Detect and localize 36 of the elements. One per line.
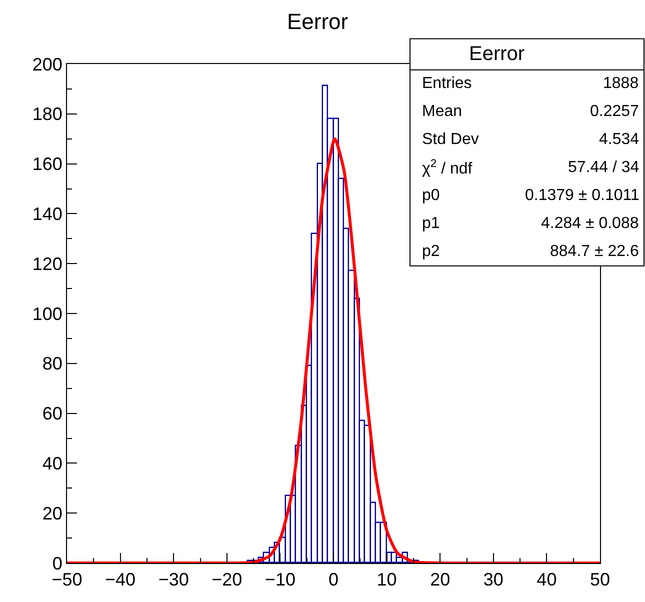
annotation: p1: [422, 215, 440, 232]
y-tick-label: 80: [42, 354, 62, 374]
annotation: 4.534: [599, 131, 640, 148]
y-tick-label: 20: [42, 503, 62, 524]
y-tick-label: 140: [32, 204, 62, 224]
annotation: p2: [422, 243, 440, 260]
x-tick-label: 20: [430, 570, 450, 590]
x-tick-label: −30: [158, 570, 189, 590]
x-tick-label: −40: [105, 570, 136, 590]
annotation: χ$^{2}$ / ndf: [422, 158, 473, 178]
annotation: 0.1379 ± 0.1011: [525, 187, 640, 204]
y-tick-label: 160: [32, 154, 62, 174]
x-tick-label: 40: [536, 570, 557, 590]
annotation: 0.2257: [590, 103, 640, 120]
chart-title: Eerror: [287, 9, 348, 34]
annotation: 884.7 ± 22.6: [550, 243, 639, 260]
x-tick-label: 50: [590, 570, 610, 590]
annotation: Entries: [422, 75, 472, 92]
annotation: 57.44 / 34: [568, 159, 640, 176]
x-tick-label: −10: [264, 570, 296, 590]
y-tick-label: 180: [32, 104, 62, 124]
x-tick-label: −20: [212, 570, 242, 590]
text: 1888: [603, 75, 639, 92]
y-tick-label: 100: [32, 304, 62, 324]
x-tick-label: 0: [328, 570, 339, 590]
x-tick-label: 10: [376, 570, 397, 590]
annotation: Std Dev: [422, 131, 479, 148]
annotation: p0: [422, 187, 440, 204]
y-tick-label: 200: [32, 54, 62, 74]
x-tick-label: 30: [483, 570, 504, 590]
annotation: 4.284 ± 0.088: [541, 215, 639, 232]
annotation: Mean: [422, 103, 462, 120]
y-tick-label: 40: [42, 454, 62, 474]
annotation: Eerror: [469, 43, 525, 65]
y-tick-label: 120: [32, 254, 62, 274]
y-tick-label: 60: [42, 404, 62, 424]
